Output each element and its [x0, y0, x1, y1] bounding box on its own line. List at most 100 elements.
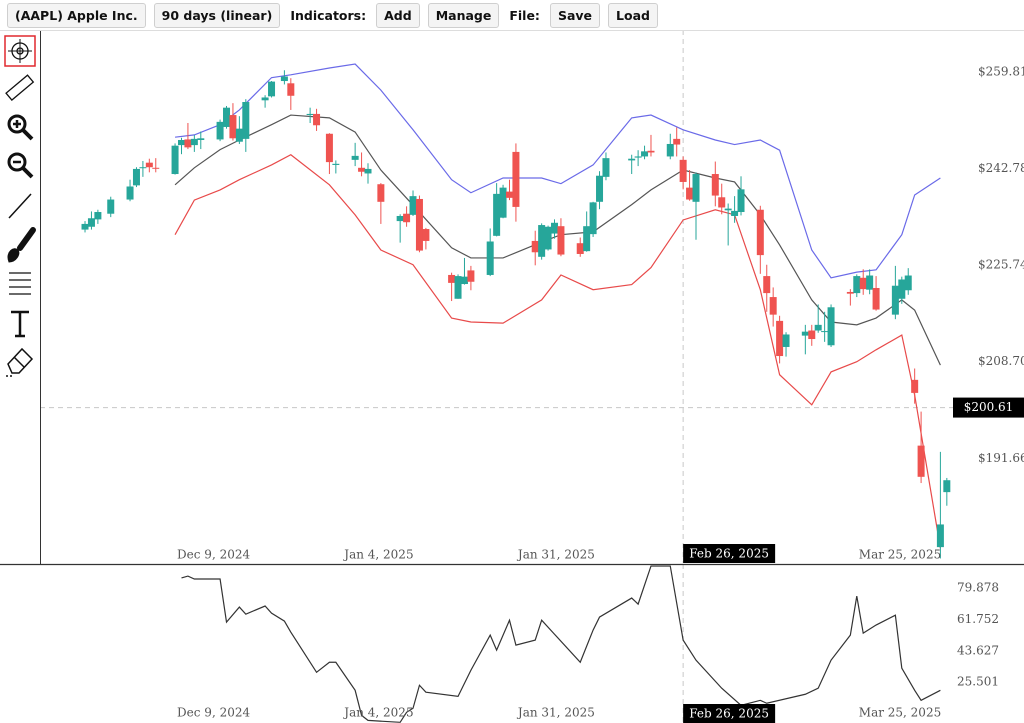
save-button[interactable]: Save — [549, 2, 601, 28]
candle-body — [505, 191, 513, 198]
crosshair-x-tag — [683, 704, 776, 723]
candle-body — [493, 193, 501, 236]
crosshair-y-label: $200.61 — [964, 400, 1014, 414]
file-label: File: — [509, 7, 540, 23]
candle-body — [415, 198, 423, 251]
candle-body — [107, 199, 115, 214]
candle-body — [422, 229, 430, 241]
candle-body — [261, 97, 269, 101]
x-tick-label: Jan 4, 2025 — [342, 548, 413, 562]
candle-body — [223, 107, 231, 127]
candle-body — [235, 128, 243, 142]
crosshair-x-label: Feb 26, 2025 — [689, 547, 769, 561]
candle-body — [306, 113, 314, 116]
load-button[interactable]: Load — [608, 2, 658, 28]
range-button[interactable]: 90 days (linear) — [153, 2, 281, 28]
mark-layer — [81, 63, 951, 723]
zoom-out-tool[interactable] — [7, 152, 34, 179]
x-tick-label: Dec 9, 2024 — [177, 548, 250, 562]
candle-body — [177, 140, 185, 146]
candle-body — [351, 155, 359, 160]
candle-body — [737, 189, 745, 213]
candle-body — [448, 274, 456, 283]
indicators-label: Indicators: — [290, 7, 367, 23]
x-tick-label: Jan 4, 2025 — [342, 706, 413, 720]
y-tick-label: $259.81 — [978, 64, 1024, 78]
add-button[interactable]: Add — [376, 2, 420, 28]
candle-body — [87, 218, 95, 227]
candle-body — [776, 320, 784, 357]
candle-body — [184, 139, 192, 148]
candle-body — [866, 275, 874, 290]
candle-body — [325, 133, 333, 163]
candle-body — [467, 270, 475, 282]
series-line — [174, 114, 941, 366]
candle-body — [460, 276, 468, 285]
candle-body — [724, 208, 732, 211]
text-layer: Dec 9, 2024 Jan 4, 2025 Jan 31, 2025 Feb 26… — [177, 64, 1024, 723]
candle-body — [628, 158, 636, 161]
candle-body — [409, 196, 417, 215]
candle-body — [821, 331, 829, 333]
drawing-tools — [4, 35, 36, 377]
lines-tool[interactable] — [9, 272, 31, 295]
y-tick-label: $225.74 — [978, 258, 1024, 272]
symbol-button[interactable]: (AAPL) Apple Inc. — [7, 2, 146, 28]
candle-body — [589, 202, 597, 235]
y-tick-label: $191.66 — [978, 451, 1024, 465]
candle-body — [602, 158, 610, 177]
y-tick-label: 43.627 — [957, 643, 999, 657]
candle-body — [769, 297, 777, 315]
candle-body — [936, 524, 944, 548]
candle-body — [666, 143, 674, 157]
brush-tool[interactable] — [7, 227, 36, 263]
ruler-tool[interactable] — [5, 74, 35, 101]
x-tick-label: Jan 31, 2025 — [516, 548, 595, 562]
candle-body — [596, 175, 604, 202]
y-tick-label: 25.501 — [957, 675, 999, 689]
candle-body — [94, 212, 102, 220]
candle-body — [544, 226, 552, 250]
candle-body — [679, 159, 687, 182]
series-line — [174, 63, 941, 279]
grid-layer — [40, 30, 953, 723]
candle-body — [763, 276, 771, 294]
candle-body — [583, 226, 591, 252]
candle-body — [364, 168, 372, 174]
candle-body — [808, 330, 816, 340]
candle-body — [152, 167, 160, 169]
candle-body — [576, 243, 584, 254]
candle-body — [846, 291, 854, 294]
candle-body — [145, 162, 153, 168]
candle-body — [692, 174, 700, 202]
crosshair-y-tag — [953, 397, 1024, 418]
candle-body — [917, 445, 925, 477]
candle-body — [358, 167, 366, 172]
candle-body — [126, 186, 134, 200]
candle-body — [641, 151, 649, 157]
candle-body — [132, 168, 140, 186]
candle-body — [313, 113, 321, 126]
toolbar: (AAPL) Apple Inc. 90 days (linear) Indic… — [0, 0, 1024, 30]
candle-body — [242, 102, 250, 139]
zoom-in-tool[interactable] — [7, 114, 34, 141]
series-line — [174, 154, 941, 549]
candle-body — [859, 277, 867, 290]
x-tick-label: Mar 25, 2025 — [859, 548, 941, 562]
candle-body — [782, 334, 790, 347]
candle-body — [377, 184, 385, 202]
candle-body — [332, 163, 340, 165]
text-tool[interactable] — [11, 310, 29, 338]
candle-body — [647, 150, 655, 153]
eraser-tool[interactable] — [6, 347, 34, 377]
manage-button[interactable]: Manage — [427, 2, 500, 28]
candle-body — [551, 222, 559, 234]
crosshair-tool[interactable] — [4, 35, 36, 67]
candle-body — [197, 138, 205, 141]
candle-body — [814, 324, 822, 331]
y-tick-label: $208.70 — [978, 354, 1024, 368]
line-tool[interactable] — [8, 193, 32, 219]
candle-body — [268, 81, 276, 97]
crosshair-x-label: Feb 26, 2025 — [689, 707, 769, 721]
